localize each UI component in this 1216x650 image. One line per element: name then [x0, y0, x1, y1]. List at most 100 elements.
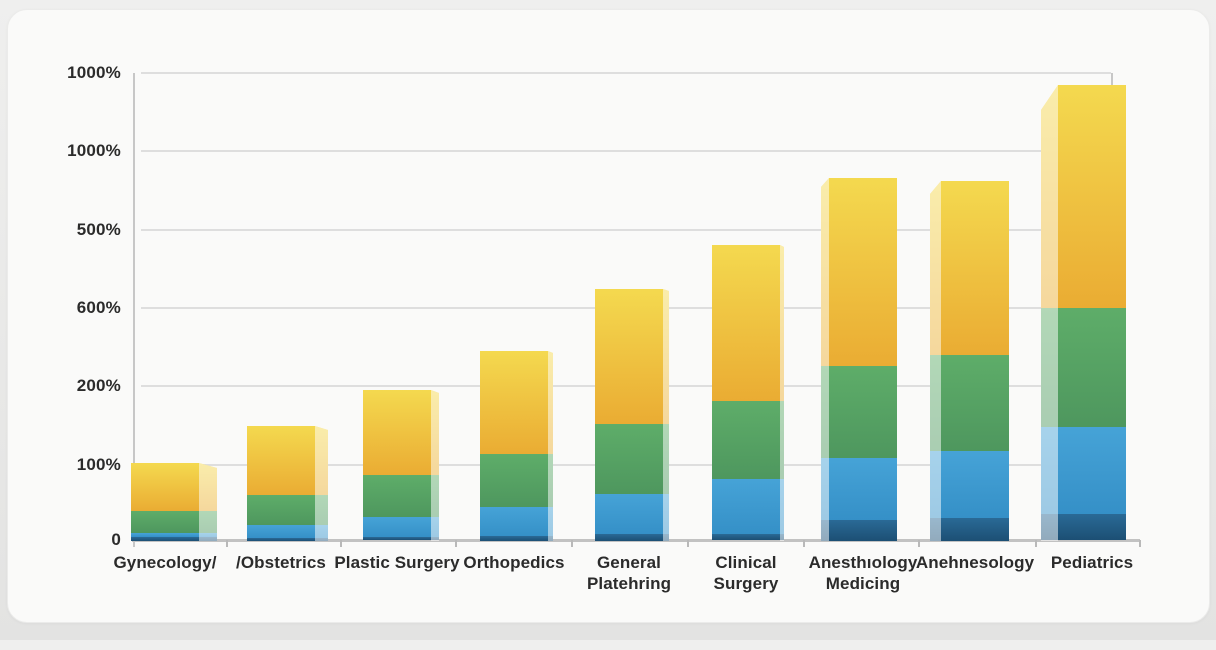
x-category-label: Orthopedics: [429, 552, 599, 573]
bar-segment-dark-blue: [941, 518, 1009, 541]
bar-segment-yellow: [131, 463, 199, 511]
bar-segment-green: [1041, 308, 1058, 427]
bar-segment-green: [595, 424, 663, 494]
gridline: [141, 229, 1126, 231]
bar-segment-blue: [480, 507, 548, 536]
x-category-label-line: Gynecology/: [113, 553, 217, 572]
bar-side-highlight: [199, 463, 217, 541]
x-category-label: Plastic Surgery: [312, 552, 482, 573]
y-tick-label: 200%: [76, 376, 121, 395]
bar-segment-dark-blue: [363, 537, 431, 540]
bar-segment-green: [829, 366, 897, 458]
y-tick-label: 1000%: [67, 63, 121, 82]
bar-segment-blue: [315, 525, 328, 538]
x-axis-tick: [803, 540, 805, 547]
bar-segment-dark-blue: [199, 537, 217, 541]
bar-segment-yellow: [315, 426, 328, 495]
y-tick-label: 500%: [76, 220, 121, 239]
bar-segment-yellow: [829, 178, 897, 366]
stacked-bar: [480, 351, 548, 541]
bar-segment-green: [480, 454, 548, 507]
x-axis-tick: [340, 540, 342, 547]
bar-segment-blue: [595, 494, 663, 534]
stacked-bar: [363, 390, 431, 541]
bar-segment-dark-blue: [131, 537, 199, 541]
bar-segment-yellow: [247, 426, 315, 495]
bar-segment-green: [663, 424, 669, 494]
bar-segment-yellow: [1058, 85, 1126, 308]
bar-segment-yellow: [480, 351, 548, 454]
bar-segment-blue: [821, 458, 829, 520]
y-axis-line: [133, 73, 135, 547]
bar-side-highlight: [821, 178, 829, 541]
bar-segment-dark-blue: [821, 520, 829, 541]
y-tick-label: 600%: [76, 298, 121, 317]
bar-segment-green: [712, 401, 780, 479]
bar-segment-blue: [131, 533, 199, 537]
stacked-bar: [595, 289, 663, 541]
gridline: [141, 150, 1126, 152]
bar-segment-dark-blue: [712, 534, 780, 540]
x-axis-tick: [1035, 540, 1037, 547]
bar-side-highlight: [930, 181, 941, 541]
x-category-label-line: Surgery: [713, 574, 779, 593]
bar-segment-dark-blue: [1041, 514, 1058, 540]
bar-segment-green: [821, 366, 829, 458]
x-category-label-line: Platehring: [586, 574, 672, 593]
bar-segment-dark-blue: [829, 520, 897, 541]
bar-segment-green: [247, 495, 315, 525]
x-category-label-line: Clinical: [715, 553, 777, 572]
bar-side-highlight: [548, 351, 553, 541]
bar-segment-blue: [712, 479, 780, 534]
bar-segment-dark-blue: [480, 536, 548, 541]
x-category-label: /Obstetrics: [196, 552, 366, 573]
bar-segment-yellow: [930, 181, 941, 355]
bar-segment-dark-blue: [431, 537, 439, 540]
x-category-label: Anehnesology: [890, 552, 1060, 573]
bar-segment-green: [930, 355, 941, 451]
x-axis-tick: [455, 540, 457, 547]
x-category-label-line: Anesthıology: [808, 553, 918, 572]
x-category-label: Gynecology/: [80, 552, 250, 573]
bar-segment-green: [1058, 308, 1126, 427]
bar-segment-blue: [663, 494, 669, 534]
bar-segment-blue: [1058, 427, 1126, 514]
stacked-bar: [829, 178, 897, 541]
x-category-label-line: Orthopedics: [463, 553, 565, 572]
bar-side-highlight: [663, 289, 669, 541]
bar-segment-blue: [930, 451, 941, 518]
x-category-label-line: /Obstetrics: [236, 553, 326, 572]
bar-segment-dark-blue: [780, 534, 784, 540]
bar-side-highlight: [315, 426, 328, 541]
grid-notch-artifact: [1111, 73, 1113, 87]
bar-segment-green: [431, 475, 439, 517]
x-category-label: Anesthıology Medicing: [778, 552, 948, 594]
bar-segment-dark-blue: [247, 538, 315, 541]
bar-side-highlight: [1041, 85, 1058, 541]
x-axis-tick: [918, 540, 920, 547]
stacked-bar: [712, 245, 780, 541]
x-category-label-line: Plastic Surgery: [334, 553, 460, 572]
bar-segment-dark-blue: [548, 536, 553, 541]
bar-segment-green: [363, 475, 431, 517]
bar-segment-yellow: [548, 351, 553, 454]
x-category-label: General Platehring: [544, 552, 714, 594]
y-tick-label: 100%: [76, 455, 121, 474]
bar-segment-yellow: [1041, 85, 1058, 308]
bar-segment-yellow: [712, 245, 780, 401]
gridline: [141, 72, 1111, 74]
bar-segment-yellow: [780, 245, 784, 401]
y-tick-label: 1000%: [67, 141, 121, 160]
bar-segment-blue: [199, 533, 217, 537]
bar-segment-yellow: [941, 181, 1009, 355]
stacked-bar: [247, 426, 315, 541]
bar-segment-yellow: [663, 289, 669, 424]
stacked-bar: [131, 463, 199, 541]
stacked-bar: [941, 181, 1009, 541]
bar-segment-yellow: [431, 390, 439, 475]
bar-segment-yellow: [821, 178, 829, 366]
x-axis-tick: [1139, 540, 1141, 547]
bar-segment-green: [780, 401, 784, 479]
stacked-bar: [1058, 85, 1126, 541]
bar-segment-green: [548, 454, 553, 507]
